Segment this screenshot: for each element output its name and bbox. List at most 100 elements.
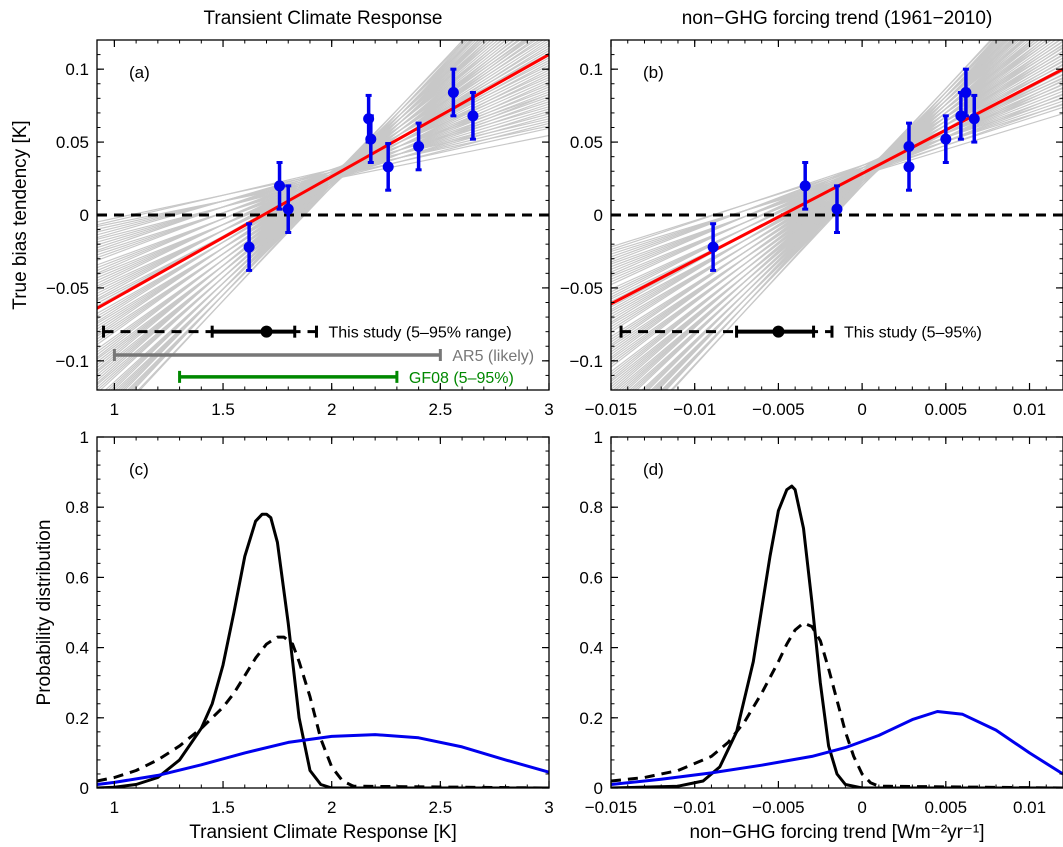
data-point <box>903 161 915 173</box>
data-point <box>707 241 719 253</box>
data-point <box>940 133 952 145</box>
ensemble-line <box>611 97 1063 251</box>
data-point <box>274 180 286 192</box>
ensemble-line <box>611 87 1063 280</box>
panel-d: −0.015 −0.01 −0.005 0 0.005 0.01 1 0.8 0.6 0.4 0.2… <box>579 428 1063 843</box>
plot-area <box>611 40 1063 390</box>
x-tick-label: −0.01 <box>673 798 716 817</box>
x-tick-label: −0.01 <box>673 400 716 419</box>
ensemble-line <box>97 40 496 389</box>
pdf-curve-posterior <box>611 484 1063 788</box>
y-tick-label: 0.2 <box>579 709 603 728</box>
x-tick-label: 0 <box>857 798 866 817</box>
y-tick-label: −0.1 <box>55 352 89 371</box>
y-tick-label: −0.1 <box>569 352 603 371</box>
y-tick-label: 0.2 <box>65 709 89 728</box>
ensemble-line <box>611 64 1063 298</box>
ensemble-line <box>97 71 549 284</box>
y-tick-label: −0.05 <box>560 279 603 298</box>
y-tick-label: 0 <box>594 206 603 225</box>
x-tick-label: 0.005 <box>925 798 968 817</box>
y-tick-label: 0.6 <box>65 568 89 587</box>
fit-line <box>97 53 549 310</box>
y-tick-label: 0.05 <box>570 133 603 152</box>
data-point <box>382 161 394 173</box>
x-tick-label: −0.005 <box>752 798 804 817</box>
data-point <box>243 241 255 253</box>
x-tick-label: −0.015 <box>585 798 637 817</box>
x-axis-label: Transient Climate Response [K] <box>189 822 457 843</box>
data-point <box>831 203 843 215</box>
panel-b: This study (5–95%) −0.015 −0.01 −0.005 0 0.00… <box>560 8 1063 419</box>
y-tick-label: 1 <box>80 428 89 447</box>
x-tick-label: −0.005 <box>752 400 804 419</box>
x-tick-label: 3 <box>544 400 553 419</box>
y-tick-label: 0 <box>80 779 89 798</box>
panel-label: (d) <box>643 460 664 479</box>
data-point <box>960 87 972 98</box>
pdf-curve-dashed <box>611 621 1063 788</box>
data-point <box>365 133 377 145</box>
x-axis-label: non−GHG forcing trend [Wm⁻²yr⁻¹] <box>689 822 984 843</box>
x-tick-label: 1 <box>110 798 119 817</box>
ensemble-line <box>97 40 529 360</box>
data-point <box>447 87 459 98</box>
range-label: GF08 (5–95%) <box>409 370 514 387</box>
x-tick-label: 1.5 <box>211 798 235 817</box>
y-tick-label: −0.05 <box>46 279 89 298</box>
y-tick-label: 0.6 <box>579 568 603 587</box>
pdf-curve-prior <box>97 733 549 786</box>
y-tick-label: 0 <box>80 206 89 225</box>
x-tick-label: 3 <box>544 798 553 817</box>
y-tick-label: 1 <box>594 428 603 447</box>
plot-area <box>97 40 549 390</box>
ensemble-line <box>114 40 489 390</box>
y-tick-label: 0.05 <box>56 133 89 152</box>
ensemble-line <box>122 40 472 390</box>
panel-a: This study (5–95% range) AR5 (likely) GF08… <box>10 8 554 419</box>
x-tick-label: 0 <box>857 400 866 419</box>
range-label: This study (5–95% range) <box>328 325 511 342</box>
x-tick-label: 0.01 <box>1013 400 1046 419</box>
pdf-curve-prior <box>611 710 1063 786</box>
x-tick-label: 2.5 <box>429 400 453 419</box>
plot-area <box>97 512 549 788</box>
data-point <box>467 110 479 122</box>
x-tick-label: 2.5 <box>429 798 453 817</box>
x-tick-label: −0.015 <box>585 400 637 419</box>
y-tick-label: 0 <box>594 779 603 798</box>
plot-area <box>611 484 1063 788</box>
y-tick-label: 0.4 <box>579 639 603 658</box>
y-tick-label: 0.1 <box>579 60 603 79</box>
pdf-curve-posterior <box>97 512 549 788</box>
range-best <box>772 325 785 338</box>
y-tick-label: 0.8 <box>579 498 603 517</box>
panel-label: (c) <box>129 460 149 479</box>
ensemble-line <box>611 94 1063 260</box>
x-tick-label: 1.5 <box>211 400 235 419</box>
ensemble-line <box>97 118 549 226</box>
y-tick-label: 0.8 <box>65 498 89 517</box>
ensemble-line <box>97 103 549 256</box>
y-tick-label: 0.4 <box>65 639 89 658</box>
panel-c: 1 1.5 2 2.5 3 1 0.8 0.6 0.4 0.2 0 (c) Transient Clim… <box>34 428 554 843</box>
data-point <box>955 110 967 122</box>
x-tick-label: 1 <box>110 400 119 419</box>
y-axis-label: Probability distribution <box>34 520 55 706</box>
data-point <box>413 140 425 152</box>
panel-title: Transient Climate Response <box>203 8 442 29</box>
range-best <box>260 325 273 338</box>
axes-frame <box>610 436 1063 789</box>
panel-title: non−GHG forcing trend (1961−2010) <box>682 8 993 29</box>
ensemble-line <box>611 84 1063 273</box>
range-label: AR5 (likely) <box>452 348 534 365</box>
range-label: This study (5–95%) <box>844 325 982 342</box>
y-tick-label: 0.1 <box>65 60 89 79</box>
x-tick-label: 0.005 <box>925 400 968 419</box>
ensemble-line <box>97 40 541 340</box>
ensemble-line <box>97 40 503 369</box>
data-point <box>799 180 811 192</box>
ensemble-line <box>97 113 549 236</box>
pdf-curve-dashed <box>97 635 549 788</box>
